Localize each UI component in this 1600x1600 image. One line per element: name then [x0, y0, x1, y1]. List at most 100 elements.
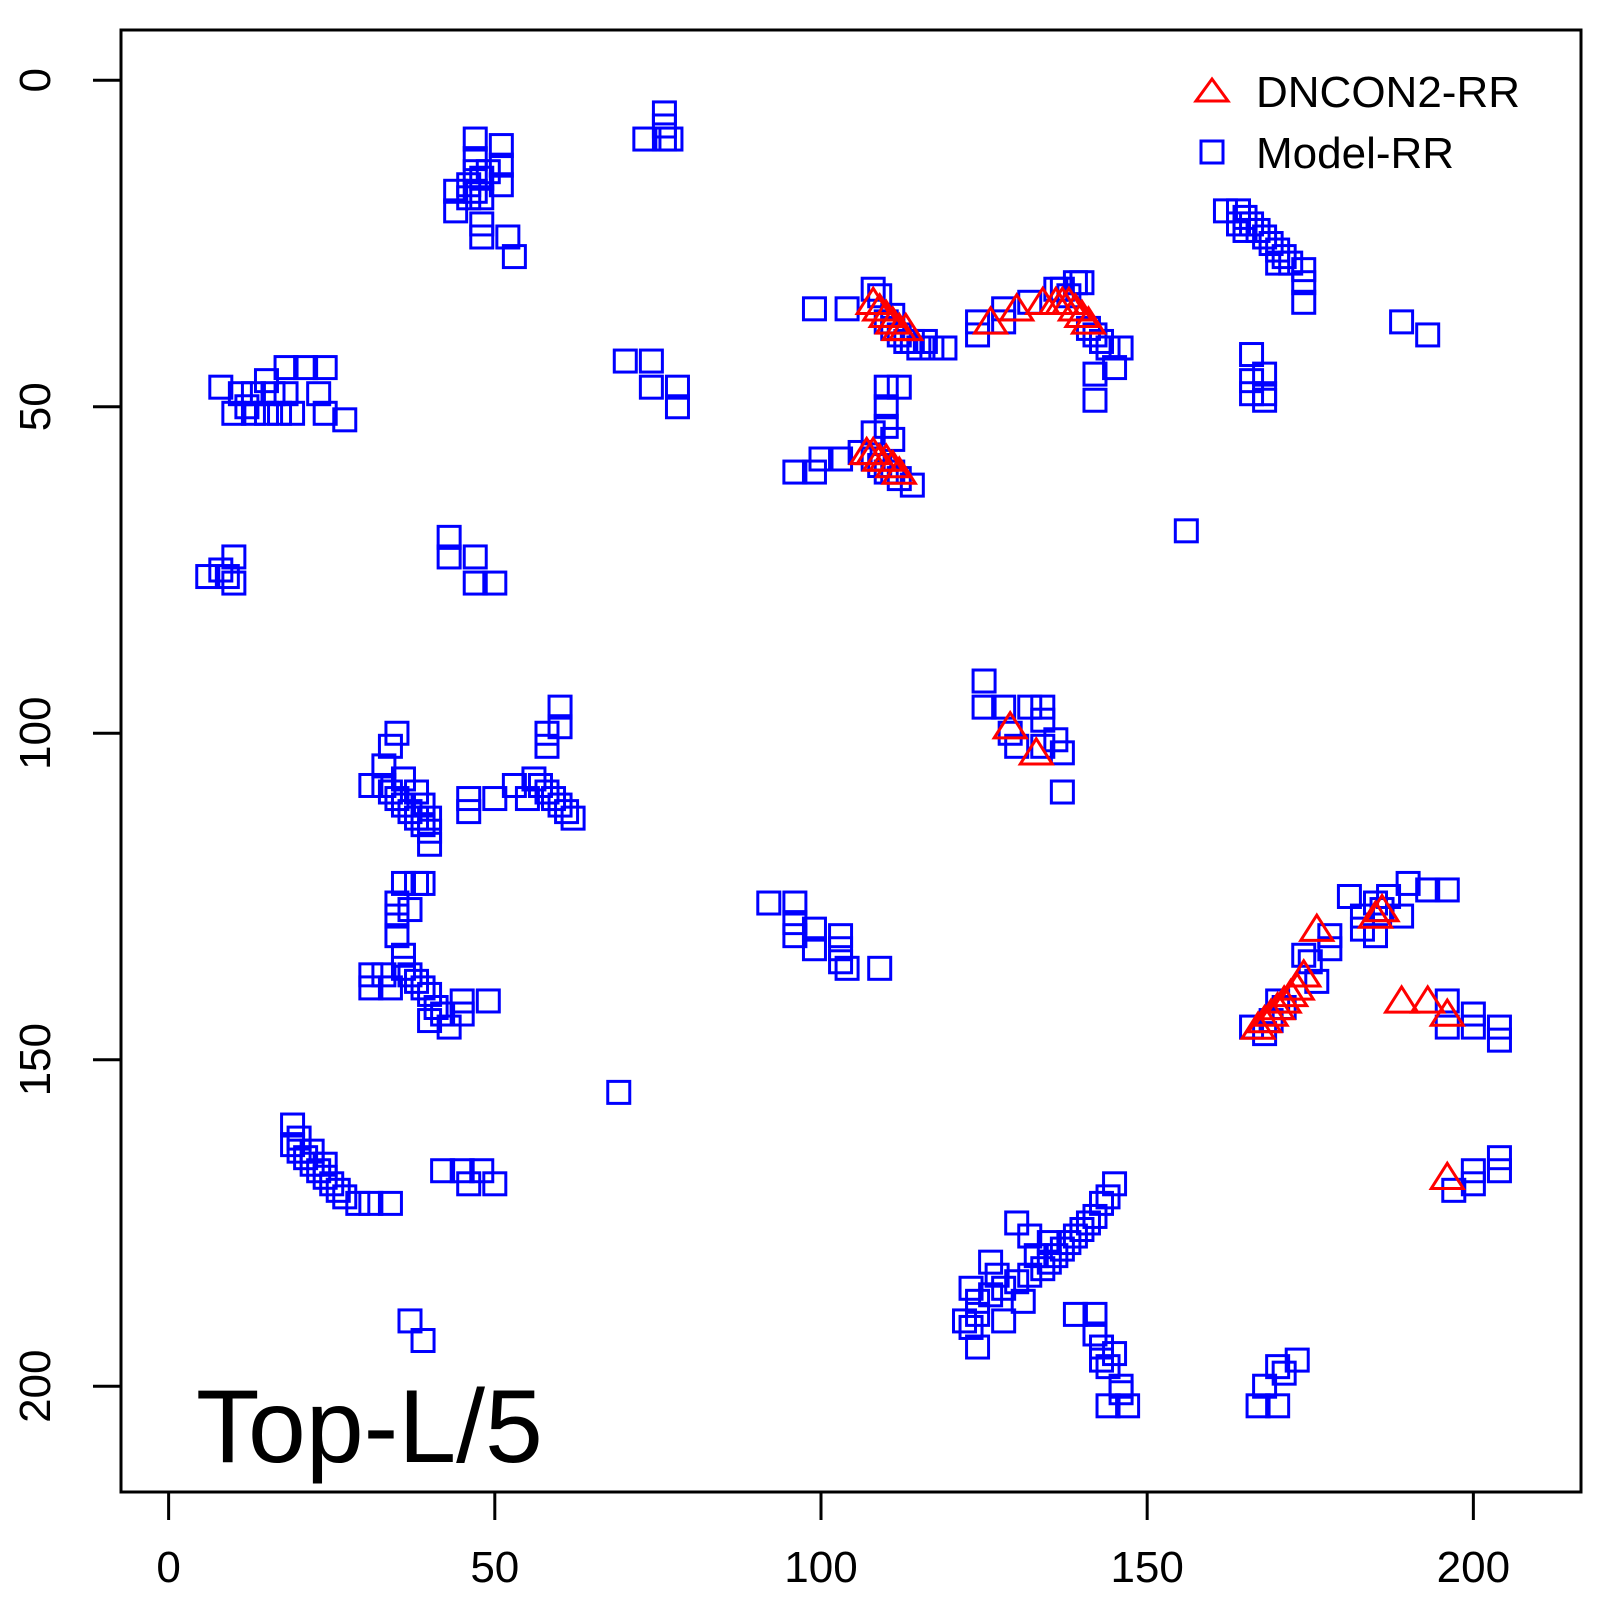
model-rr-point: [462, 159, 488, 185]
model-rr-point: [1082, 1203, 1108, 1229]
model-rr-point: [1102, 1341, 1128, 1367]
dncon2-rr-point: [1050, 285, 1088, 315]
model-rr-point: [1258, 231, 1284, 257]
model-rr-point: [958, 1275, 984, 1301]
model-rr-point: [1062, 1223, 1088, 1249]
dncon2-rr-point: [854, 285, 892, 315]
model-rr-point: [410, 812, 436, 838]
model-rr-point: [253, 368, 279, 394]
model-rr-point: [1062, 1301, 1088, 1327]
model-rr-point: [371, 772, 397, 798]
model-rr-point: [834, 296, 860, 322]
model-rr-point: [932, 335, 958, 361]
model-rr-point: [456, 1171, 482, 1197]
model-rr-point: [306, 1158, 332, 1184]
model-rr-point: [1226, 198, 1252, 224]
plot-frame: [119, 28, 1583, 1494]
model-rr-point: [1291, 257, 1317, 283]
model-rr-point: [482, 570, 508, 596]
model-rr-point: [410, 792, 436, 818]
model-rr-point: [456, 799, 482, 825]
model-rr-point: [1291, 270, 1317, 296]
model-rr-point: [658, 126, 684, 152]
model-rr-point: [1089, 1347, 1115, 1373]
model-rr-point: [253, 400, 279, 426]
model-rr-point: [456, 786, 482, 812]
y-axis: 0 50 100 150 200: [11, 68, 123, 1423]
model-rr-point: [462, 544, 488, 570]
dncon2-rr-point: [1382, 984, 1421, 1014]
model-rr-point: [1030, 694, 1056, 720]
model-rr-point: [756, 890, 782, 916]
model-rr-point: [501, 244, 527, 270]
model-rr-point: [358, 962, 384, 988]
model-rr-point: [410, 1328, 436, 1354]
model-rr-point: [873, 413, 899, 439]
model-rr-point: [828, 446, 854, 472]
model-rr-point: [965, 1288, 991, 1314]
model-rr-point: [1082, 361, 1108, 387]
dncon2-rr-point: [1428, 1160, 1466, 1190]
model-rr-point: [312, 400, 338, 426]
model-rr-point: [449, 1158, 475, 1184]
model-rr-point: [208, 374, 234, 400]
model-rr-point: [1043, 727, 1069, 753]
model-rr-point: [991, 1308, 1017, 1334]
model-rr-point: [221, 400, 247, 426]
model-rr-point: [358, 975, 384, 1001]
model-rr-point: [1069, 1217, 1095, 1243]
model-rr-point: [390, 870, 416, 896]
model-rr-point: [1049, 740, 1075, 766]
model-rr-point: [801, 296, 827, 322]
model-rr-point: [534, 779, 560, 805]
model-rr-point: [1460, 1171, 1486, 1197]
model-rr-point: [664, 374, 690, 400]
model-rr-point: [1363, 923, 1389, 949]
model-rr-point: [873, 394, 899, 420]
model-rr-point: [384, 786, 410, 812]
x-tick-label: 200: [1437, 1543, 1510, 1592]
model-rr-point: [397, 897, 423, 923]
model-rr-point: [214, 564, 240, 590]
model-rr-point: [482, 786, 508, 812]
model-rr-point: [1291, 289, 1317, 315]
model-rr-point: [390, 955, 416, 981]
model-rr-point: [1115, 1393, 1141, 1419]
model-rr-point: [782, 923, 808, 949]
model-rr-point: [390, 766, 416, 792]
model-rr-point: [612, 348, 638, 374]
dncon2-rr-point: [1063, 298, 1101, 329]
model-rr-point: [384, 923, 410, 949]
dncon2-rr-point: [1408, 984, 1447, 1014]
model-rr-point: [488, 133, 514, 159]
model-rr-point: [527, 772, 553, 798]
model-rr-point: [1239, 381, 1265, 407]
model-rr-point: [1232, 204, 1258, 230]
model-rr-point: [299, 1151, 325, 1177]
model-rr-point: [1486, 1014, 1512, 1040]
model-rr-point: [469, 224, 495, 250]
model-rr-point: [1284, 1347, 1310, 1373]
model-rr-point: [456, 185, 482, 211]
model-rr-point: [991, 1275, 1017, 1301]
model-rr-point: [952, 1308, 978, 1334]
x-tick-label: 100: [784, 1543, 857, 1592]
model-rr-point: [1004, 733, 1030, 759]
dncon2-rr-point: [1428, 997, 1466, 1027]
model-rr-point: [462, 570, 488, 596]
model-rr-point: [965, 1301, 991, 1327]
model-rr-point: [404, 805, 430, 831]
model-rr-point: [358, 1190, 384, 1216]
model-rr-point: [488, 152, 514, 178]
model-rr-point: [325, 1177, 351, 1203]
model-rr-point: [782, 910, 808, 936]
model-rr-point: [475, 988, 501, 1014]
model-rr-point: [371, 962, 397, 988]
model-rr-point: [1043, 1243, 1069, 1269]
model-rr-point: [501, 772, 527, 798]
model-rr-point: [801, 916, 827, 942]
model-rr-point: [417, 805, 443, 831]
model-rr-point: [195, 564, 221, 590]
